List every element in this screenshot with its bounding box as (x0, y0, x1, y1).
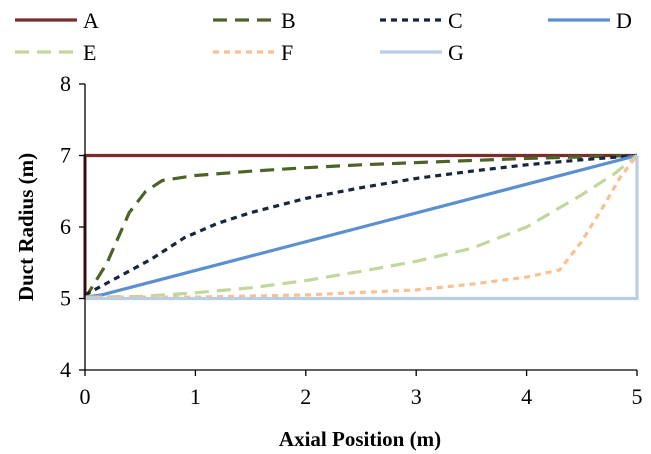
series-e-line (84, 154, 639, 299)
x-tick-label: 1 (190, 384, 201, 409)
x-tick-label: 4 (521, 384, 532, 409)
legend: A B C D E F G (15, 8, 632, 65)
series-d-line (84, 153, 638, 299)
legend-label-d: D (616, 8, 632, 33)
legend-label-f: F (281, 40, 293, 65)
y-axis-title: Duct Radius (m) (14, 153, 38, 301)
x-tick-label: 0 (80, 384, 91, 409)
plot-lines (83, 153, 639, 301)
x-tick-label: 2 (300, 384, 311, 409)
x-tick-label: 5 (632, 384, 643, 409)
y-tick-label: 5 (60, 286, 71, 311)
series-c-line (84, 153, 638, 297)
y-tick-label: 7 (60, 143, 71, 168)
x-tick-label: 3 (411, 384, 422, 409)
legend-label-b: B (281, 8, 296, 33)
legend-label-e: E (83, 40, 96, 65)
axes: 4 5 6 7 8 0 1 2 3 4 5 (60, 71, 643, 409)
x-axis-title: Axial Position (m) (279, 427, 441, 451)
y-tick-label: 6 (60, 214, 71, 239)
legend-label-c: C (448, 8, 463, 33)
series-b-line (83, 153, 638, 300)
y-tick-label: 4 (60, 357, 71, 382)
legend-label-a: A (83, 8, 99, 33)
legend-label-g: G (448, 40, 464, 65)
y-tick-label: 8 (60, 71, 71, 96)
series-g-line (85, 155, 639, 301)
